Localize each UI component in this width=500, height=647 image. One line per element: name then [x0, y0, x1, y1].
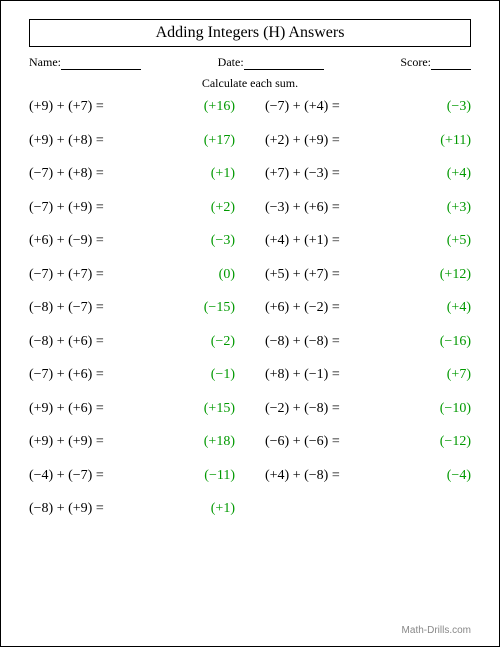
problem-row: (+6) + (−2) =(+4) — [265, 300, 471, 316]
answer: (+4) — [340, 166, 471, 182]
date-blank[interactable] — [244, 57, 324, 70]
answer: (+1) — [104, 501, 235, 517]
answer: (+7) — [340, 367, 471, 383]
answer: (−2) — [104, 334, 235, 350]
answer: (−3) — [104, 233, 235, 249]
header-row: Name: Date: Score: — [29, 55, 471, 70]
expression: (−7) + (+4) = — [265, 99, 340, 115]
expression: (+6) + (−9) = — [29, 233, 104, 249]
expression: (−7) + (+7) = — [29, 267, 104, 283]
answer: (0) — [104, 267, 235, 283]
expression: (−7) + (+9) = — [29, 200, 104, 216]
answer: (−15) — [104, 300, 235, 316]
expression: (−6) + (−6) = — [265, 434, 340, 450]
expression: (−4) + (−7) = — [29, 468, 104, 484]
problem-row: (−3) + (+6) =(+3) — [265, 200, 471, 216]
problem-row: (−8) + (+9) =(+1) — [29, 501, 235, 517]
expression: (+9) + (+6) = — [29, 401, 104, 417]
answer: (+18) — [104, 434, 235, 450]
expression: (−2) + (−8) = — [265, 401, 340, 417]
answer: (−16) — [340, 334, 471, 350]
answer: (−3) — [340, 99, 471, 115]
answer: (−4) — [340, 468, 471, 484]
expression: (+4) + (+1) = — [265, 233, 340, 249]
page-title: Adding Integers (H) Answers — [29, 19, 471, 47]
answer: (+15) — [104, 401, 235, 417]
problem-row: (+9) + (+7) =(+16) — [29, 99, 235, 115]
problem-row: (+6) + (−9) =(−3) — [29, 233, 235, 249]
name-label: Name: — [29, 55, 61, 70]
expression: (−7) + (+6) = — [29, 367, 104, 383]
answer: (+12) — [340, 267, 471, 283]
expression: (+9) + (+8) = — [29, 133, 104, 149]
expression: (−8) + (+9) = — [29, 501, 104, 517]
answer: (−1) — [104, 367, 235, 383]
problem-row: (−2) + (−8) =(−10) — [265, 401, 471, 417]
worksheet-page: Adding Integers (H) Answers Name: Date: … — [0, 0, 500, 647]
problem-row: (+4) + (+1) =(+5) — [265, 233, 471, 249]
answer: (+3) — [340, 200, 471, 216]
expression: (−8) + (−8) = — [265, 334, 340, 350]
footer-credit: Math-Drills.com — [29, 625, 471, 636]
problem-row: (−6) + (−6) =(−12) — [265, 434, 471, 450]
problem-row: (+9) + (+9) =(+18) — [29, 434, 235, 450]
problem-row: (−4) + (−7) =(−11) — [29, 468, 235, 484]
problem-row: (−8) + (−7) =(−15) — [29, 300, 235, 316]
problem-row: (+9) + (+8) =(+17) — [29, 133, 235, 149]
problem-row: (−7) + (+6) =(−1) — [29, 367, 235, 383]
problem-columns: (+9) + (+7) =(+16) (+9) + (+8) =(+17) (−7)… — [29, 99, 471, 625]
instructions: Calculate each sum. — [29, 76, 471, 91]
problem-row: (+2) + (+9) =(+11) — [265, 133, 471, 149]
expression: (+9) + (+7) = — [29, 99, 104, 115]
expression: (−8) + (+6) = — [29, 334, 104, 350]
problem-row: (+8) + (−1) =(+7) — [265, 367, 471, 383]
expression: (+8) + (−1) = — [265, 367, 340, 383]
answer: (+2) — [104, 200, 235, 216]
date-label: Date: — [218, 55, 244, 70]
answer: (+17) — [104, 133, 235, 149]
expression: (+2) + (+9) = — [265, 133, 340, 149]
date-field: Date: — [218, 55, 324, 70]
name-blank[interactable] — [61, 57, 141, 70]
expression: (−7) + (+8) = — [29, 166, 104, 182]
expression: (+7) + (−3) = — [265, 166, 340, 182]
score-blank[interactable] — [431, 57, 471, 70]
name-field: Name: — [29, 55, 141, 70]
answer: (+5) — [340, 233, 471, 249]
expression: (−8) + (−7) = — [29, 300, 104, 316]
problem-row: (−7) + (+9) =(+2) — [29, 200, 235, 216]
expression: (+6) + (−2) = — [265, 300, 340, 316]
left-column: (+9) + (+7) =(+16) (+9) + (+8) =(+17) (−7)… — [29, 99, 235, 625]
problem-row: (−8) + (−8) =(−16) — [265, 334, 471, 350]
problem-row: (−7) + (+8) =(+1) — [29, 166, 235, 182]
answer: (+16) — [104, 99, 235, 115]
problem-row: (+4) + (−8) =(−4) — [265, 468, 471, 484]
problem-row: (+7) + (−3) =(+4) — [265, 166, 471, 182]
problem-row: (+5) + (+7) =(+12) — [265, 267, 471, 283]
expression: (−3) + (+6) = — [265, 200, 340, 216]
answer: (+4) — [340, 300, 471, 316]
answer: (−10) — [340, 401, 471, 417]
answer: (+1) — [104, 166, 235, 182]
problem-row: (−7) + (+7) =(0) — [29, 267, 235, 283]
expression: (+9) + (+9) = — [29, 434, 104, 450]
expression: (+5) + (+7) = — [265, 267, 340, 283]
score-field: Score: — [400, 55, 471, 70]
problem-row: (−8) + (+6) =(−2) — [29, 334, 235, 350]
answer: (−11) — [104, 468, 235, 484]
score-label: Score: — [400, 55, 431, 70]
right-column: (−7) + (+4) =(−3) (+2) + (+9) =(+11) (+7) … — [265, 99, 471, 625]
problem-row: (+9) + (+6) =(+15) — [29, 401, 235, 417]
answer: (+11) — [340, 133, 471, 149]
problem-row: (−7) + (+4) =(−3) — [265, 99, 471, 115]
answer: (−12) — [340, 434, 471, 450]
expression: (+4) + (−8) = — [265, 468, 340, 484]
